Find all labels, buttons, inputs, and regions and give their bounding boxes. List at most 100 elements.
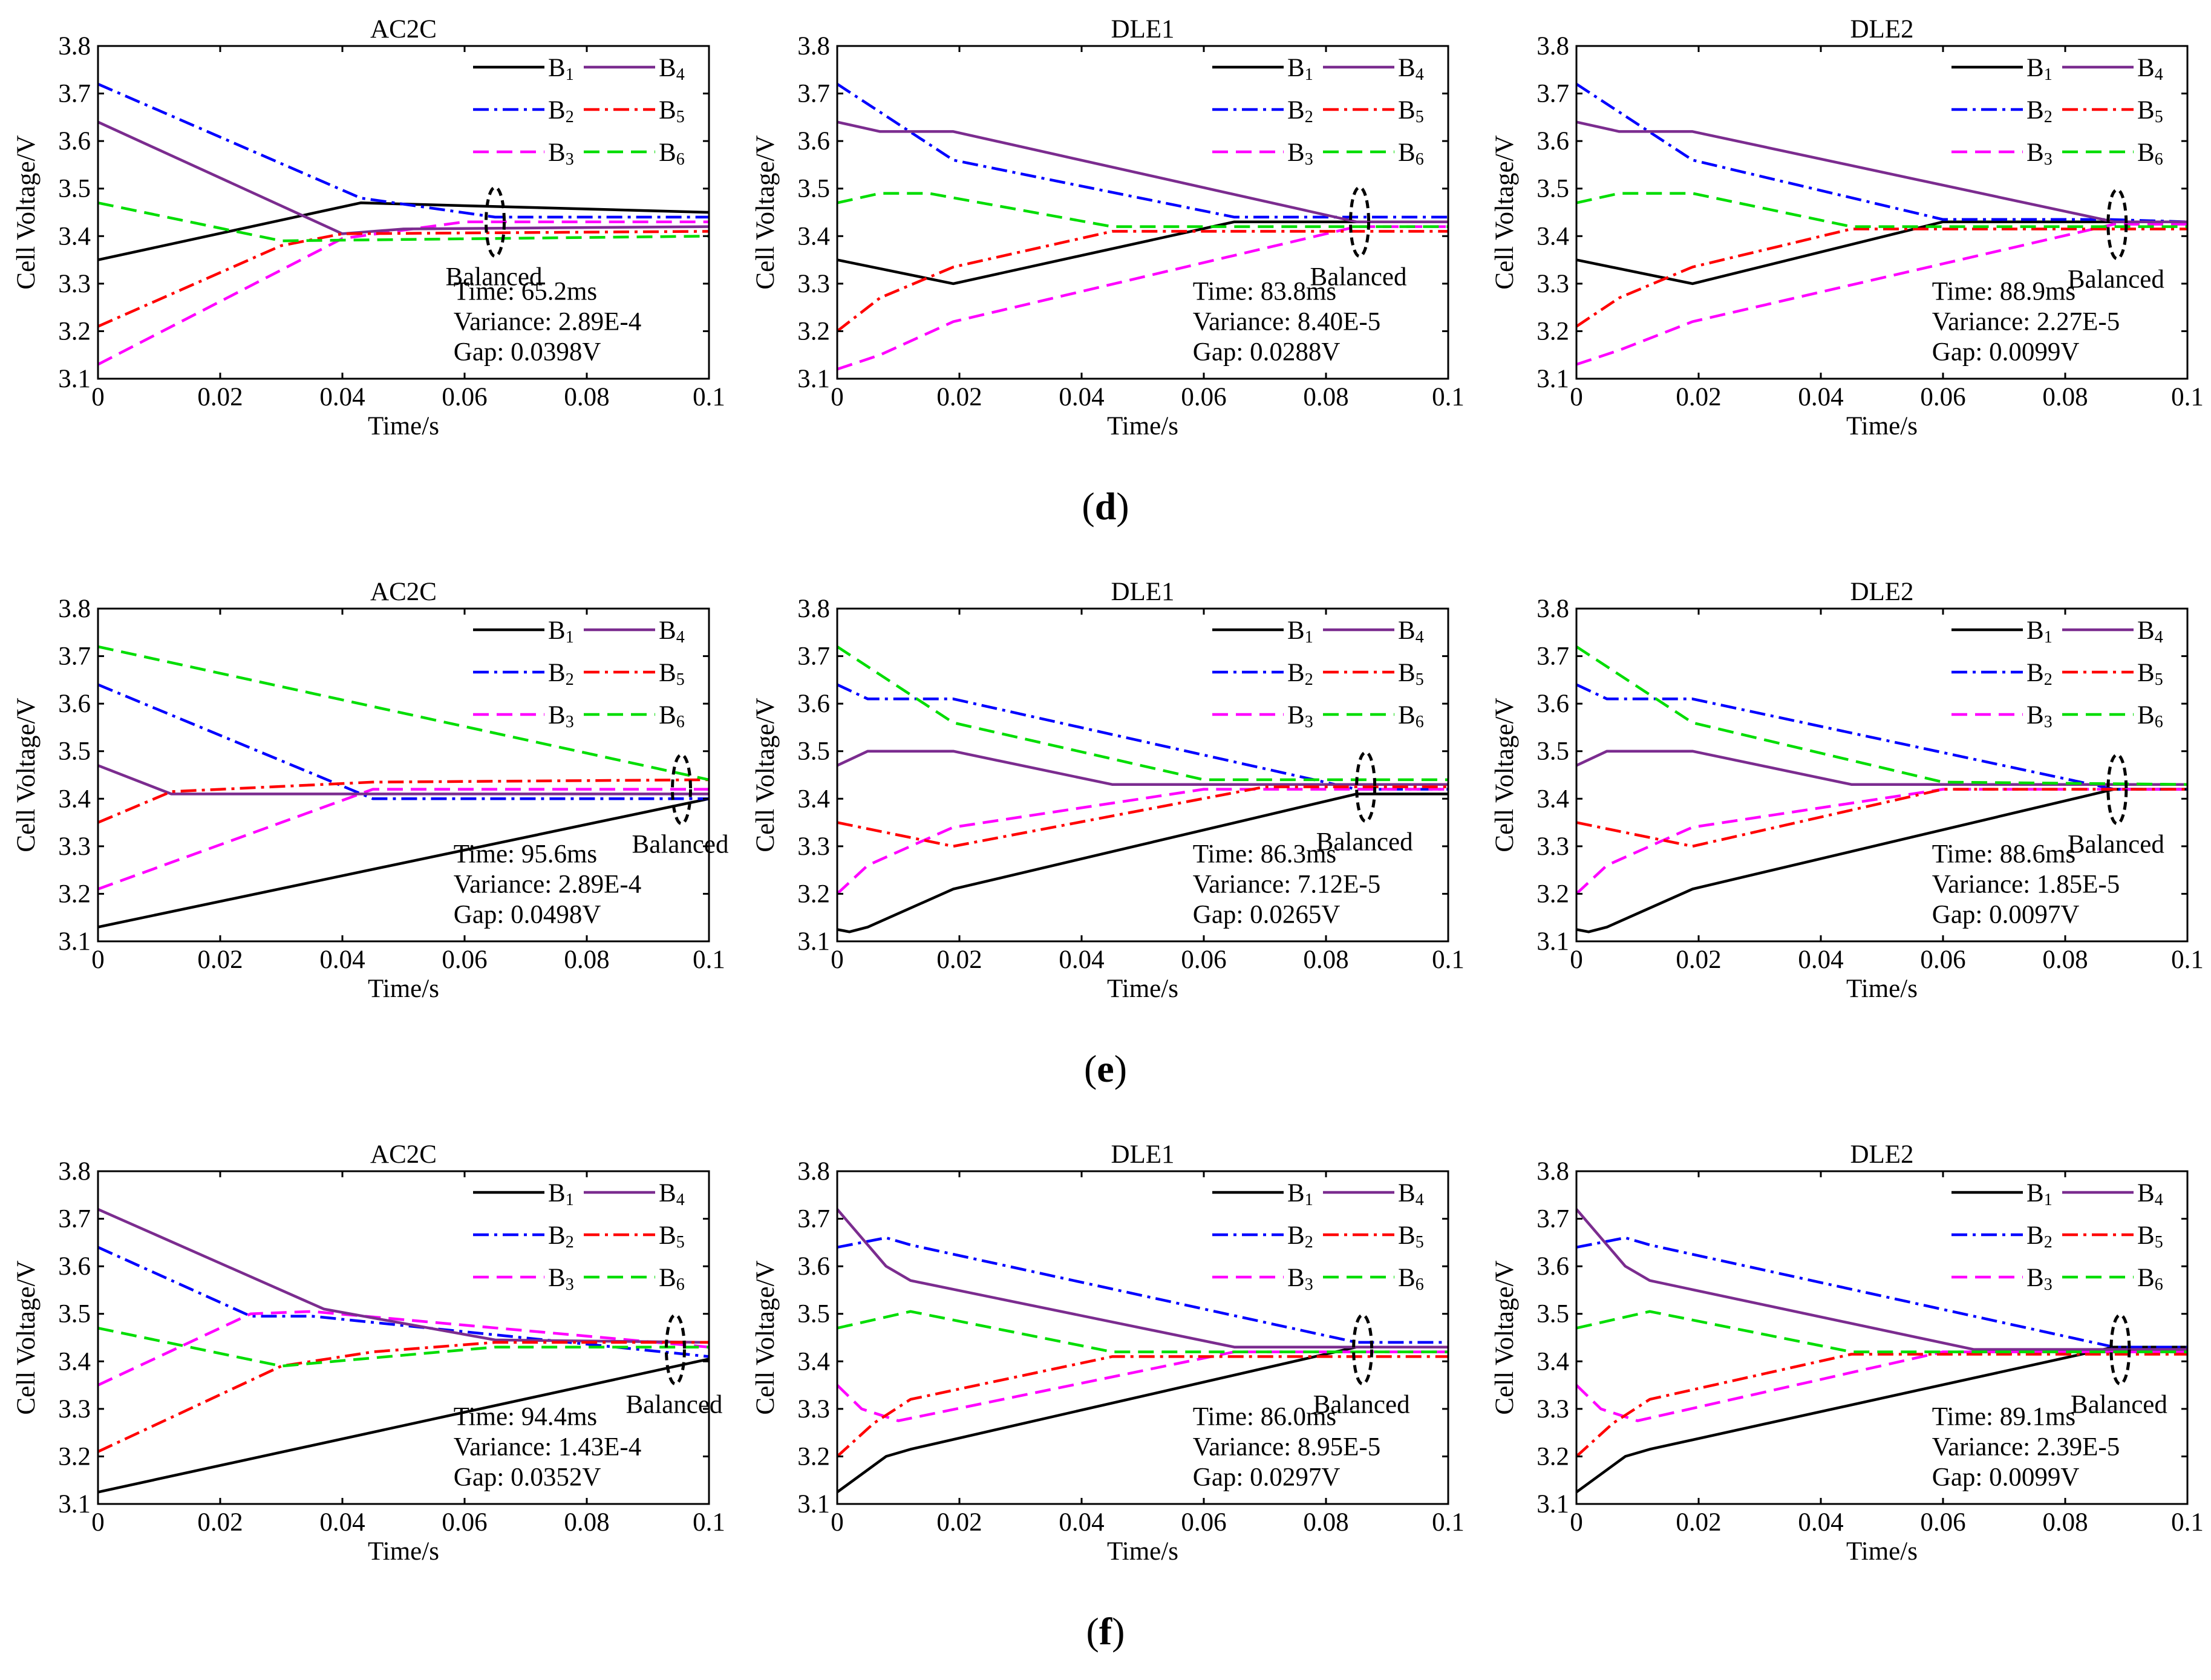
y-tick-label: 3.8 [58,595,91,623]
y-tick-label: 3.1 [58,365,91,393]
plot-frame [97,607,710,943]
legend-label: B6 [659,1264,685,1294]
legend-label: B5 [659,659,685,689]
y-tick-label: 3.2 [58,880,91,908]
x-tick-label: 0.06 [442,946,487,974]
y-tick-label: 3.1 [797,365,830,393]
y-tick-label: 3.8 [1537,595,1569,623]
x-tick-label: 0.08 [2042,946,2088,974]
y-tick-label: 3.2 [797,1442,830,1471]
series-line-b6 [836,646,1448,782]
y-tick-label: 3.8 [797,32,830,60]
x-tick-label: 0.08 [2042,1508,2088,1537]
balanced-label: Balanced [2068,266,2164,294]
legend-label: B3 [2026,139,2053,169]
chart-title: DLE1 [1111,1140,1174,1169]
balanced-marker [485,186,506,258]
stat-text: Time: 86.0ms [1193,1402,1336,1431]
y-tick-label: 3.1 [58,1490,91,1518]
series-line-b4 [837,750,1448,786]
balanced-label: Balanced [1316,828,1413,857]
x-tick-label: 0.04 [1798,383,1843,411]
y-tick-label: 3.5 [797,737,830,766]
x-tick-label: 0.08 [564,383,609,411]
legend-label: B6 [659,701,685,731]
y-tick-label: 3.2 [1537,317,1569,345]
legend-label-main: B [659,1179,676,1208]
y-tick-label: 3.2 [797,317,830,345]
balanced-label: Balanced [632,831,729,859]
y-tick-label: 3.4 [58,222,91,250]
legend-label-main: B [1287,96,1305,125]
legend-label-main: B [1287,54,1305,82]
legend-label-subscript: 2 [1305,1233,1313,1252]
x-tick-label: 0.04 [1059,1508,1104,1537]
series-line-b1 [97,1358,710,1494]
legend-label: B6 [2137,701,2163,731]
series-line-b1 [97,201,710,261]
stat-text: Gap: 0.0398V [454,338,601,366]
x-tick-label: 0.02 [1676,383,1721,411]
stat-text: Time: 65.2ms [454,277,597,306]
series-line-b2 [1575,83,2188,223]
y-tick-label: 3.6 [58,690,91,718]
x-tick-label: 0.02 [936,946,982,974]
legend-label-subscript: 1 [566,65,574,84]
balanced-label: Balanced [2068,831,2164,859]
y-tick-label: 3.8 [1537,32,1569,60]
legend-label-subscript: 4 [2155,1191,2163,1209]
legend-label-main: B [659,701,676,730]
x-axis-label: Time/s [368,975,439,1003]
legend-label-subscript: 1 [2044,1191,2053,1209]
legend-label-main: B [1287,1264,1305,1292]
x-axis-label: Time/s [1107,412,1178,440]
legend-label-subscript: 1 [1305,1191,1313,1209]
y-tick-label: 3.6 [797,127,830,155]
legend-label-main: B [1398,701,1416,730]
legend-label-subscript: 1 [2044,628,2053,647]
legend-label-subscript: 5 [2155,108,2163,126]
legend-label-subscript: 6 [676,150,685,169]
legend-label-subscript: 3 [2044,150,2053,169]
y-tick-label: 3.7 [1537,642,1569,671]
legend-label-subscript: 2 [2044,1233,2053,1252]
legend-label: B3 [548,1264,574,1294]
series-line-b6 [97,645,710,782]
y-tick-label: 3.4 [1537,1347,1569,1376]
legend-label: B3 [548,701,574,731]
legend-label-main: B [1398,1264,1416,1292]
x-axis-label: Time/s [368,1537,439,1566]
chart-panel: AC2C 0 0.02 0.04 0.06 0.08 0.1 3.1 3.2 3.3 3.4 3.5 3… [12,578,729,1003]
x-tick-label: 0 [91,1508,105,1537]
y-tick-label: 3.5 [58,175,91,203]
x-tick-label: 0.06 [1181,383,1226,411]
x-tick-label: 0 [831,1508,844,1537]
y-tick-label: 3.4 [58,1347,91,1376]
y-tick-label: 3.3 [58,270,91,298]
label-letter: e [1097,1047,1114,1090]
x-tick-label: 0.04 [319,1508,365,1537]
legend-label: B4 [1398,1179,1424,1209]
legend-label-main: B [659,659,676,687]
label-close: ) [1116,485,1129,528]
y-tick-label: 3.5 [797,175,830,203]
chart-panel: AC2C 0 0.02 0.04 0.06 0.08 0.1 3.1 3.2 3.3 3.4 3.5 3… [12,1140,725,1566]
legend-label: B3 [1287,1264,1313,1294]
balanced-marker [1349,186,1371,258]
legend-label-subscript: 6 [1416,150,1424,169]
legend-label: B3 [1287,139,1313,169]
subfigure-label-d: (d) [0,484,2211,529]
balanced-marker [671,753,693,826]
y-tick-label: 3.4 [797,222,830,250]
stat-text: Gap: 0.0099V [1932,338,2080,366]
balanced-marker [2109,1313,2131,1386]
legend-label: B4 [2137,54,2163,84]
legend-label-main: B [1287,659,1305,687]
y-tick-label: 3.6 [58,127,91,155]
legend-label-subscript: 5 [676,1233,685,1252]
legend-label-subscript: 3 [566,713,574,731]
legend-label-subscript: 3 [1305,1275,1313,1294]
legend-label-subscript: 2 [2044,108,2053,126]
